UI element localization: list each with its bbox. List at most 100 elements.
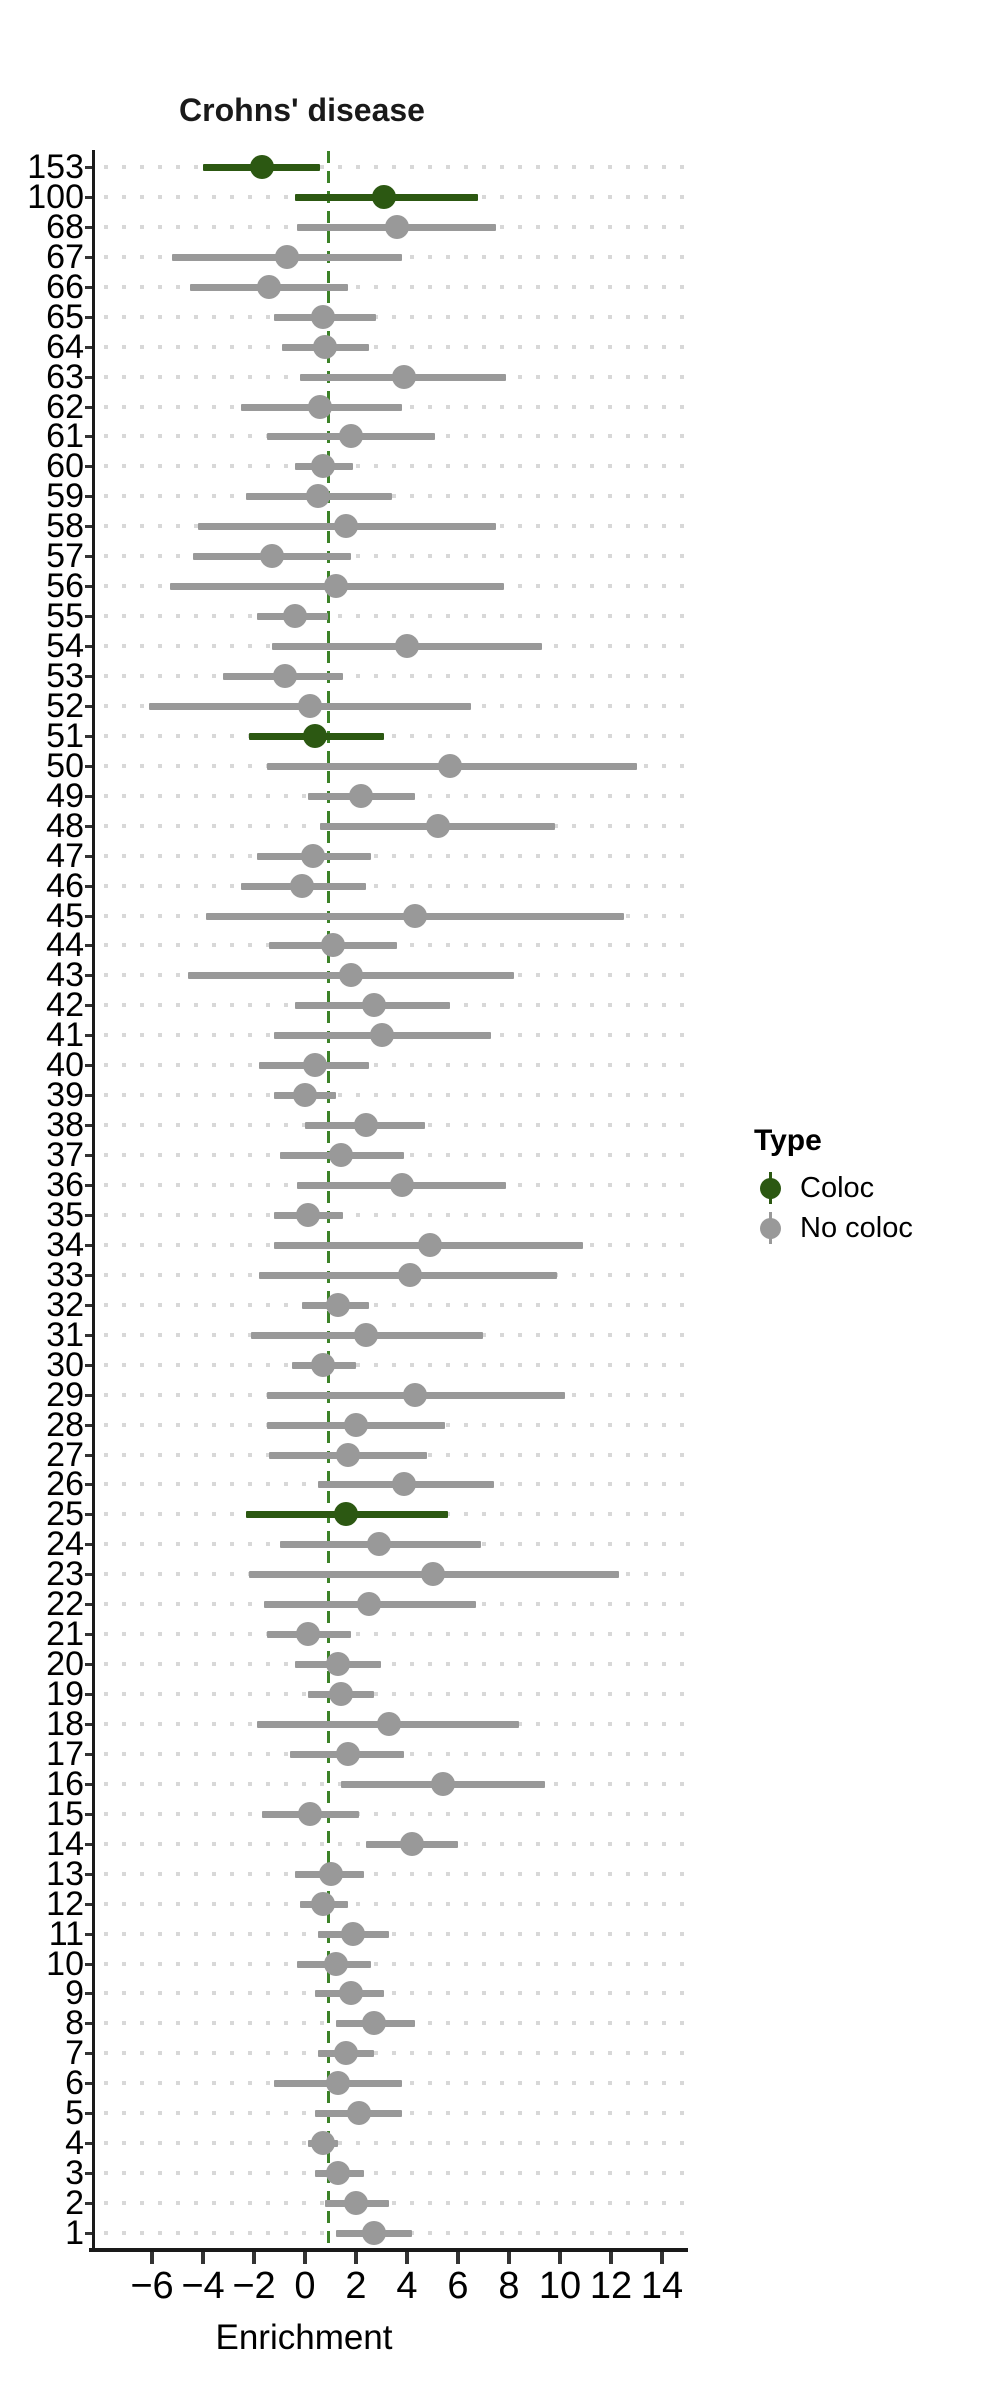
point-estimate-dot (257, 274, 282, 299)
y-axis-tick (85, 1124, 93, 1128)
y-axis-label: 49 (46, 776, 84, 815)
point-estimate-dot (392, 364, 417, 389)
row-dotted-gridline (104, 494, 684, 499)
y-axis-label: 58 (46, 507, 84, 546)
y-axis-label: 25 (46, 1495, 84, 1534)
y-axis-label: 20 (46, 1645, 84, 1684)
row-dotted-gridline (104, 2141, 684, 2146)
y-axis-label: 52 (46, 686, 84, 725)
y-axis-tick (85, 764, 93, 768)
point-estimate-dot (305, 484, 330, 509)
y-axis-label: 17 (46, 1734, 84, 1773)
y-axis-label: 37 (46, 1136, 84, 1175)
y-axis-label: 44 (46, 926, 84, 965)
row-dotted-gridline (104, 1901, 684, 1906)
legend-label-coloc: Coloc (800, 1171, 875, 1204)
y-axis-label: 63 (46, 357, 84, 396)
row-dotted-gridline (104, 1811, 684, 1816)
y-axis-tick (85, 465, 93, 469)
y-axis-tick (85, 974, 93, 978)
y-axis-label: 26 (46, 1465, 84, 1504)
y-axis-label: 53 (46, 657, 84, 695)
x-axis-tick (456, 2252, 460, 2264)
legend-item-no-coloc: No coloc (740, 1208, 990, 1248)
y-axis-tick (85, 1333, 93, 1337)
point-estimate-dot (338, 1981, 363, 2006)
y-axis-label: 54 (46, 627, 84, 666)
point-estimate-dot (333, 2041, 358, 2066)
point-estimate-dot (310, 2131, 335, 2156)
y-axis-tick (85, 1213, 93, 1217)
point-estimate-dot (400, 1831, 425, 1856)
row-dotted-gridline (104, 1362, 684, 1367)
row-dotted-gridline (104, 1692, 684, 1697)
point-estimate-dot (389, 1173, 414, 1198)
y-axis-label: 32 (46, 1285, 84, 1324)
x-axis-tick-label: 8 (498, 2265, 520, 2307)
point-estimate-dot (356, 1592, 381, 1617)
y-axis-tick (85, 1393, 93, 1397)
row-dotted-gridline (104, 1871, 684, 1876)
x-axis-tick (609, 2252, 613, 2264)
point-estimate-dot (308, 394, 333, 419)
y-axis-label: 51 (46, 716, 84, 755)
x-axis-tick (405, 2252, 409, 2264)
y-axis-label: 18 (46, 1704, 84, 1743)
point-estimate-dot (293, 1083, 317, 1108)
y-axis-label: 65 (46, 297, 84, 336)
y-axis-tick (85, 615, 93, 619)
row-dotted-gridline (104, 733, 684, 738)
x-axis-tick-label: −6 (130, 2265, 174, 2307)
y-axis-label: 42 (46, 986, 84, 1025)
y-axis-label: 8 (65, 2004, 84, 2043)
y-axis-label: 15 (46, 1794, 84, 1833)
y-axis-tick (85, 2202, 93, 2206)
x-axis-tick (354, 2252, 358, 2264)
y-axis-tick (85, 2082, 93, 2086)
point-estimate-dot (295, 1202, 320, 1227)
point-estimate-dot (326, 1652, 351, 1677)
x-axis-tick-label: −4 (181, 2265, 225, 2307)
y-axis-label: 41 (46, 1016, 84, 1055)
point-estimate-dot (300, 843, 325, 868)
y-axis-label: 48 (46, 806, 84, 845)
y-axis-label: 11 (48, 1914, 84, 1953)
y-axis-tick (85, 195, 93, 199)
point-estimate-dot (336, 1442, 361, 1467)
row-dotted-gridline (104, 674, 684, 678)
y-axis-label: 10 (46, 1944, 84, 1983)
y-axis-label: 3 (65, 2154, 84, 2193)
y-axis-tick (85, 1573, 93, 1577)
y-axis-label: 23 (46, 1555, 84, 1594)
y-axis-tick (85, 944, 93, 948)
y-axis-label: 33 (46, 1255, 84, 1294)
y-axis-label: 31 (46, 1315, 84, 1354)
y-axis-tick (85, 1663, 93, 1667)
row-dotted-gridline (104, 1093, 684, 1098)
x-axis-line (89, 2248, 688, 2252)
point-estimate-dot (298, 693, 323, 718)
y-axis-label: 39 (46, 1076, 84, 1115)
legend: Type Coloc No coloc (740, 1124, 990, 1248)
point-estimate-dot (310, 1891, 335, 1916)
point-estimate-dot (321, 933, 346, 958)
y-axis-label: 50 (46, 746, 84, 785)
y-axis-tick (85, 914, 93, 918)
x-axis-tick-label: −2 (232, 2265, 276, 2307)
point-estimate-dot (344, 2191, 368, 2216)
y-axis-label: 40 (46, 1046, 84, 1085)
y-axis-tick (85, 1034, 93, 1038)
legend-item-coloc: Coloc (740, 1168, 990, 1208)
x-axis-title: Enrichment (215, 2318, 393, 2357)
y-axis-label: 29 (46, 1375, 84, 1414)
y-axis-tick (85, 1273, 93, 1277)
point-estimate-dot (354, 1113, 379, 1138)
point-estimate-dot (290, 873, 315, 898)
y-axis-tick (85, 435, 93, 439)
y-axis-tick (85, 1962, 93, 1966)
row-dotted-gridline (104, 284, 684, 289)
point-estimate-dot (341, 1921, 366, 1946)
reference-dashed-line (327, 151, 330, 2248)
point-estimate-dot (295, 1622, 320, 1647)
